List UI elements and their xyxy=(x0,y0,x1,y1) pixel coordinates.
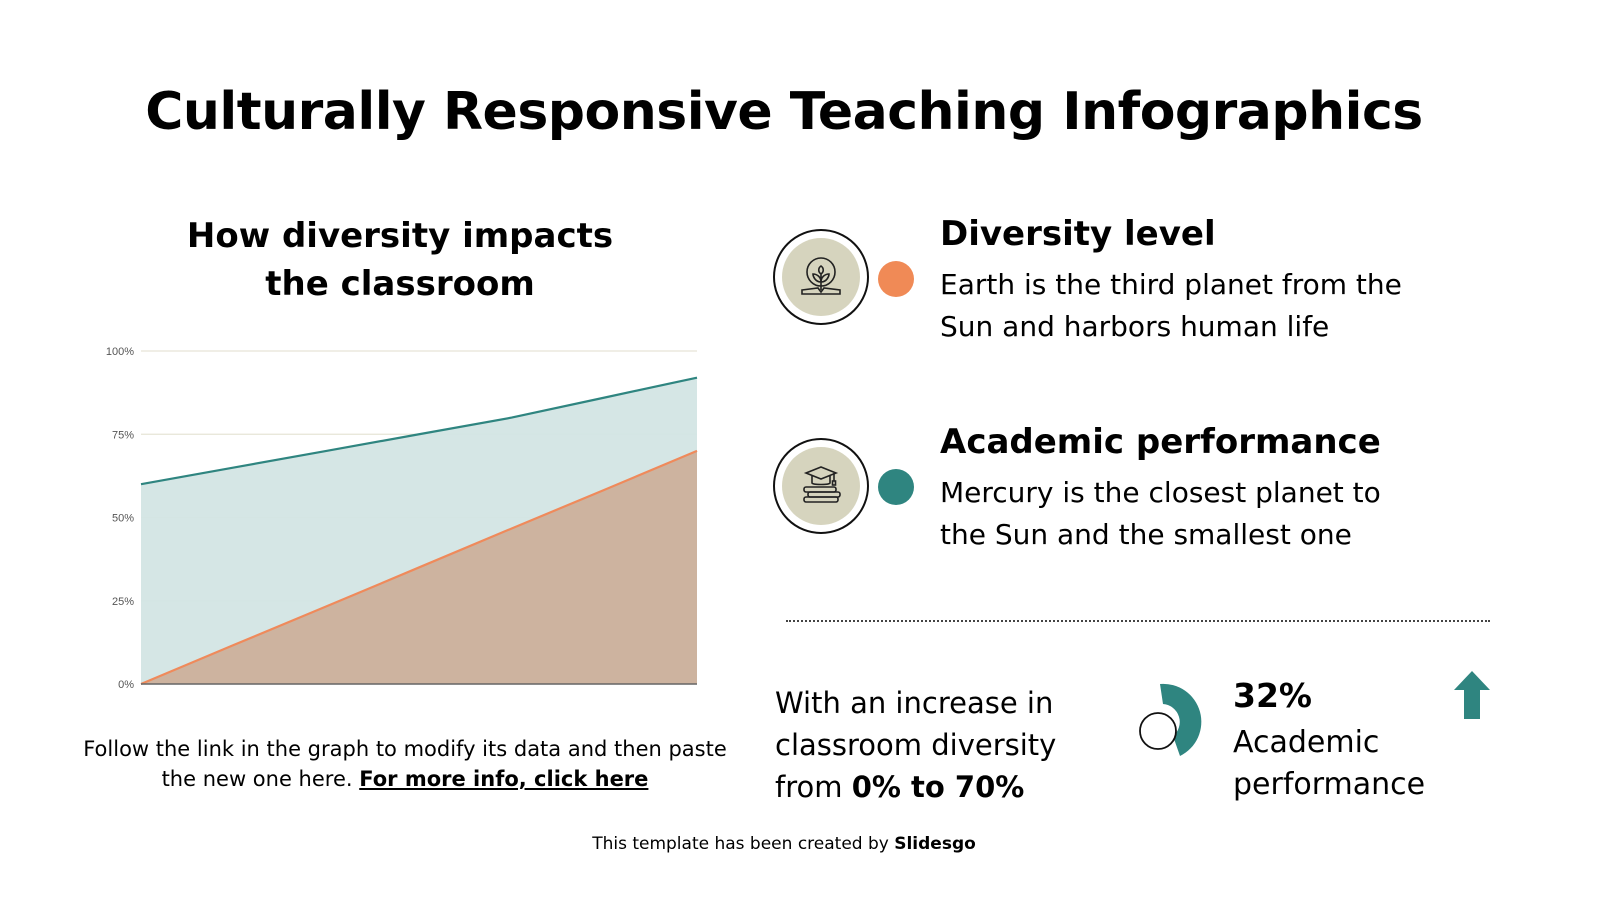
slide-title: Culturally Responsive Teaching Infograph… xyxy=(145,82,1423,142)
diversity-text: Diversity level Earth is the third plane… xyxy=(940,214,1402,348)
percent-label: Academic performance xyxy=(1233,725,1426,802)
chart-title-line2: the classroom xyxy=(265,264,535,304)
area-chart[interactable]: 0% 25% 50% 75% 100% xyxy=(90,330,710,700)
svg-text:25%: 25% xyxy=(112,596,134,608)
item-title: Diversity level xyxy=(940,214,1216,254)
chart-areas xyxy=(140,376,698,686)
svg-text:75%: 75% xyxy=(112,429,134,441)
stat-line1: With an increase in xyxy=(775,686,1054,720)
chart-y-axis: 0% 25% 50% 75% 100% xyxy=(106,346,134,691)
chart-title-line1: How diversity impacts xyxy=(186,216,614,256)
academic-color-dot xyxy=(878,469,914,505)
dotted-divider xyxy=(786,620,1490,622)
item-desc-line1: Mercury is the closest planet to xyxy=(940,476,1381,509)
icon-circle xyxy=(773,229,869,325)
footer-credit: This template has been created by Slides… xyxy=(592,834,976,854)
arrow-up-icon xyxy=(1454,671,1490,719)
item-desc-line2: the Sun and the smallest one xyxy=(940,518,1352,551)
chart-title: How diversity impacts the classroom xyxy=(150,212,650,308)
chart-caption: Follow the link in the graph to modify i… xyxy=(80,734,730,794)
diversity-color-dot xyxy=(878,261,914,297)
globe-plant-book-icon xyxy=(782,238,860,316)
slidesgo-brand: Slidesgo xyxy=(894,834,976,854)
percent-donut-icon xyxy=(1139,683,1202,756)
item-desc-line1: Earth is the third planet from the xyxy=(940,268,1402,301)
stat-line3: from 0% to 70% xyxy=(775,770,1025,804)
svg-text:0%: 0% xyxy=(118,679,134,691)
academic-text: Academic performance Mercury is the clos… xyxy=(940,422,1381,556)
item-academic-performance xyxy=(773,438,869,534)
item-desc-line2: Sun and harbors human life xyxy=(940,310,1330,343)
svg-text:50%: 50% xyxy=(112,513,134,525)
stat-line2: classroom diversity xyxy=(775,728,1057,762)
more-info-link[interactable]: For more info, click here xyxy=(359,767,649,791)
caption-text: Follow the link in the graph to modify i… xyxy=(83,737,727,791)
graduation-cap-books-icon xyxy=(782,447,860,525)
icon-circle xyxy=(773,438,869,534)
svg-text:100%: 100% xyxy=(106,346,134,358)
item-diversity-level xyxy=(773,229,869,325)
stat-text: With an increase in classroom diversity … xyxy=(775,682,1056,808)
item-title: Academic performance xyxy=(940,422,1381,462)
percent-value: 32% xyxy=(1233,676,1312,715)
